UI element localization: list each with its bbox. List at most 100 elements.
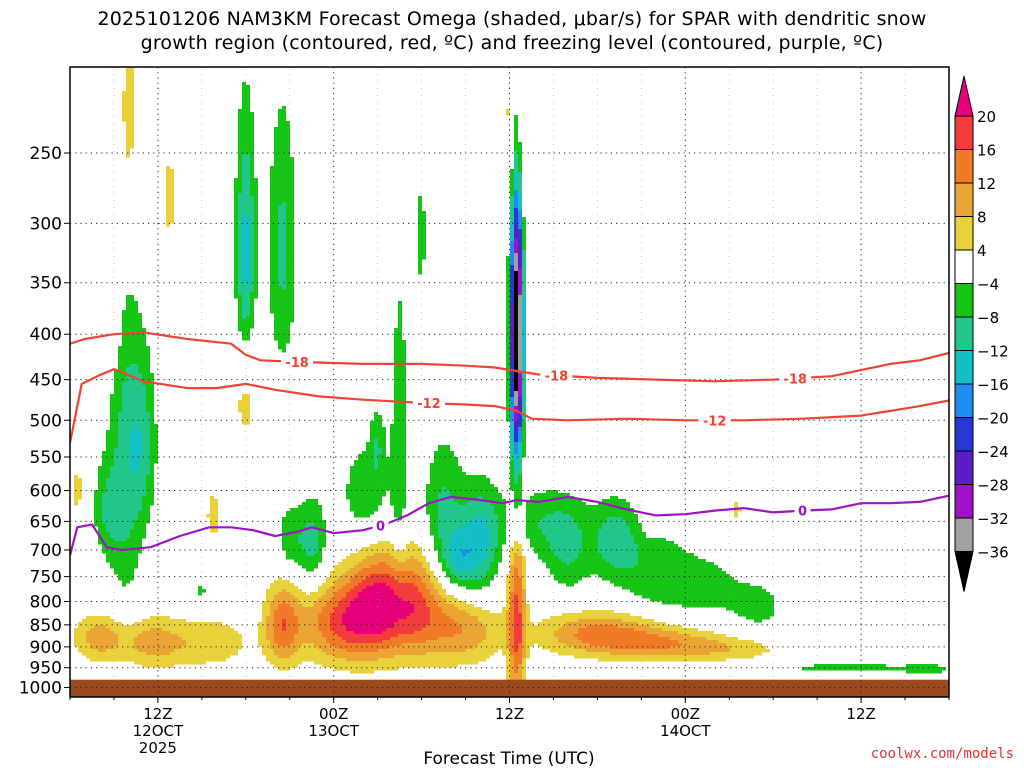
omega-cell	[182, 637, 242, 641]
omega-cell	[462, 553, 466, 557]
omega-cell	[122, 109, 134, 113]
omega-cell	[118, 634, 138, 638]
omega-cell	[518, 337, 522, 341]
omega-cell	[434, 547, 442, 551]
omega-cell	[374, 463, 378, 467]
omega-cell	[450, 538, 490, 542]
omega-cell	[166, 208, 174, 212]
omega-cell	[518, 310, 522, 314]
omega-cell	[378, 463, 406, 467]
omega-cell	[514, 349, 518, 353]
omega-cell	[114, 454, 130, 458]
omega-cell	[126, 121, 134, 125]
omega-cell	[242, 85, 250, 89]
omega-cell	[74, 496, 82, 500]
omega-cell	[254, 262, 258, 266]
omega-cell	[98, 649, 106, 653]
omega-cell	[102, 544, 142, 548]
omega-cell	[238, 403, 250, 407]
omega-cell	[234, 289, 238, 293]
omega-cell	[238, 175, 242, 179]
omega-cell	[498, 538, 506, 542]
omega-cell	[490, 541, 498, 545]
omega-cell	[278, 280, 286, 284]
omega-cell	[330, 628, 346, 632]
omega-cell	[506, 109, 510, 113]
omega-cell	[738, 613, 774, 617]
omega-cell	[94, 520, 102, 524]
omega-cell	[522, 577, 526, 581]
omega-cell	[134, 622, 222, 626]
omega-cell	[462, 526, 490, 530]
axes: 2503003504004505005506006507007508008509…	[19, 144, 950, 757]
omega-cell	[514, 505, 518, 509]
omega-cell	[390, 454, 406, 458]
omega-cell	[102, 499, 142, 503]
omega-cell	[242, 166, 250, 170]
y-tick-label: 300	[30, 214, 62, 234]
omega-cell	[138, 514, 150, 518]
omega-cell	[498, 517, 506, 521]
omega-cell	[526, 652, 530, 656]
omega-cell	[286, 259, 294, 263]
omega-cell	[390, 448, 406, 452]
omega-cell	[438, 550, 442, 554]
omega-cell	[514, 415, 518, 419]
omega-cell	[234, 184, 242, 188]
omega-cell	[518, 595, 522, 599]
omega-cell	[278, 232, 286, 236]
omega-cell	[242, 91, 250, 95]
omega-cell	[118, 442, 130, 446]
omega-cell	[322, 583, 334, 587]
omega-cell	[106, 436, 118, 440]
omega-cell	[522, 298, 526, 302]
omega-cell	[518, 346, 522, 350]
omega-cell	[346, 493, 386, 497]
omega-cell	[366, 445, 374, 449]
omega-cell	[442, 556, 450, 560]
omega-cell	[510, 181, 514, 185]
omega-cell	[390, 430, 406, 434]
omega-cell	[418, 250, 426, 254]
omega-cell	[150, 415, 154, 419]
omega-cell	[118, 640, 134, 644]
omega-cell	[106, 559, 138, 563]
omega-cell	[522, 643, 526, 647]
omega-cell	[518, 280, 522, 284]
omega-cell	[518, 670, 522, 674]
omega-cell	[270, 169, 294, 173]
omega-cell	[278, 109, 286, 113]
omega-cell	[598, 547, 638, 551]
omega-cell	[522, 373, 526, 377]
omega-cell	[254, 250, 258, 254]
omega-cell	[346, 607, 414, 611]
omega-cell	[438, 511, 494, 515]
omega-cell	[514, 304, 518, 308]
omega-cell	[430, 472, 466, 476]
omega-cell	[450, 556, 486, 560]
omega-cell	[514, 445, 518, 449]
omega-cell	[382, 448, 386, 452]
omega-cell	[242, 190, 250, 194]
omega-cell	[106, 526, 134, 530]
omega-cell	[238, 244, 242, 248]
omega-cell	[238, 193, 250, 197]
omega-cell	[510, 460, 514, 464]
omega-cell	[106, 439, 118, 443]
omega-cell	[98, 469, 110, 473]
omega-cell	[254, 256, 258, 260]
omega-cell	[514, 427, 518, 431]
omega-cell	[510, 658, 514, 662]
omega-cell	[270, 202, 282, 206]
omega-cell	[326, 604, 338, 608]
omega-cell	[578, 553, 602, 557]
omega-cell	[130, 451, 142, 455]
omega-cell	[566, 643, 590, 647]
omega-cell	[514, 151, 518, 155]
omega-cell	[242, 421, 250, 425]
omega-cell	[462, 628, 486, 632]
omega-cell	[430, 478, 490, 482]
omega-cell	[138, 466, 150, 470]
omega-cell	[522, 619, 526, 623]
omega-cell	[250, 166, 254, 170]
